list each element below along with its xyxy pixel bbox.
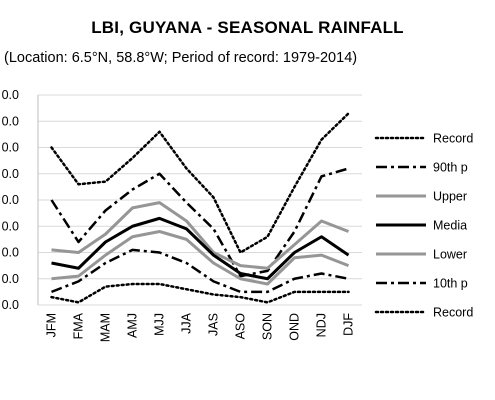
y-tick-label: 0.0 [2,272,19,286]
x-tick-label: AMJ [126,313,140,338]
series-line [51,248,349,294]
x-tick-label: MAM [99,313,113,342]
x-tick-label: JJA [180,312,194,334]
chart-title: LBI, GUYANA - SEASONAL RAINFALL [91,18,404,37]
x-tick-label: OND [288,313,302,341]
y-tick-label: 0.0 [2,167,19,181]
series-lines [50,112,350,304]
y-tick-label: 0.0 [2,246,19,260]
legend-label: Lower [433,248,467,262]
x-tick-label: FMA [72,312,86,339]
series-line [51,230,350,286]
y-tick-label: 0.0 [2,298,19,312]
y-tick-label: 0.0 [2,114,19,128]
series-line [50,282,350,304]
legend-label: Media [433,219,467,233]
legend: Record 90th p Upper Media Lower 10th p Record [374,132,473,320]
legend-label: Upper [433,190,467,204]
gridlines [37,94,362,306]
chart-subtitle: (Location: 6.5°N, 58.8°W; Period of reco… [4,50,358,66]
y-axis-tick-labels: 0.0 0.0 0.0 0.0 0.0 0.0 0.0 0.0 0.0 [2,88,19,312]
y-tick-label: 0.0 [2,141,19,155]
y-tick-label: 0.0 [2,193,19,207]
y-tick-label: 0.0 [2,88,19,102]
y-tick-label: 0.0 [2,219,19,233]
legend-label: 10th p [433,277,468,291]
series-line [50,167,349,278]
legend-label: Record [433,306,473,320]
x-tick-label: SON [261,313,275,340]
x-tick-label: NDJ [315,313,329,337]
legend-label: Record [433,132,473,146]
x-axis-tick-labels: JFM FMA MAM AMJ MJJ JJA JAS ASO SON OND NDJ DJF [45,312,356,342]
series-line [51,216,350,281]
series-line [50,112,350,254]
legend-label: 90th p [433,161,468,175]
x-tick-label: MJJ [153,313,167,336]
x-tick-label: ASO [234,313,248,340]
x-tick-label: DJF [342,313,356,336]
series-line [51,201,350,270]
x-tick-label: JAS [207,313,221,336]
x-tick-label: JFM [45,313,59,337]
